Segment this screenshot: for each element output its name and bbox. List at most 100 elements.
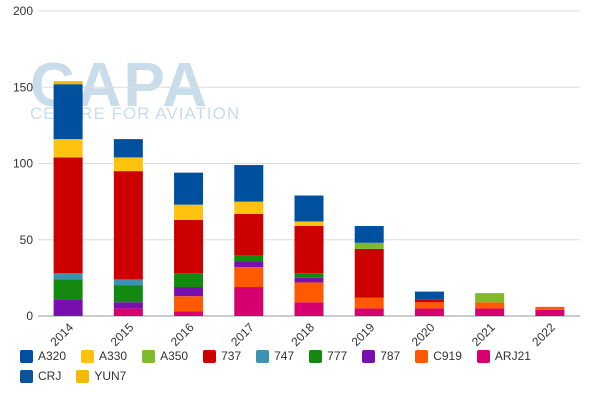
bar-segment	[234, 287, 264, 316]
legend-item[interactable]: A350	[142, 346, 188, 366]
bar-segment	[174, 311, 204, 316]
legend-label: 777	[327, 349, 348, 363]
bar-segment	[53, 299, 83, 316]
bar-segment	[234, 255, 264, 262]
bar-segment	[174, 287, 204, 297]
x-tick-label: 2019	[349, 320, 378, 349]
bar-segment	[113, 285, 143, 303]
legend-item[interactable]: YUN7	[76, 366, 126, 386]
legend-item[interactable]: ARJ21	[476, 346, 531, 366]
bar-segment	[354, 308, 384, 316]
legend-swatch	[20, 369, 33, 383]
bar-segment	[113, 279, 143, 286]
legend-swatch	[81, 349, 95, 363]
bar-segment	[294, 282, 324, 303]
bar-segment	[354, 297, 384, 309]
x-tick-label: 2022	[529, 320, 558, 349]
bar-segment	[294, 226, 324, 274]
x-tick-label: 2016	[168, 320, 197, 349]
bar-segment	[294, 302, 324, 316]
legend-item[interactable]: 747	[256, 346, 294, 366]
x-tick-label: 2017	[228, 320, 257, 349]
y-tick-label: 200	[13, 4, 33, 18]
legend-swatch	[256, 349, 270, 363]
legend-swatch	[203, 349, 217, 363]
legend-item[interactable]: C919	[415, 346, 462, 366]
bar-segment	[234, 267, 264, 288]
legend-label: A350	[160, 349, 189, 363]
legend-label: 737	[221, 349, 242, 363]
legend-label: C919	[433, 349, 462, 363]
bar-segment	[414, 308, 444, 316]
y-tick-label: 0	[26, 309, 33, 323]
legend-label: A320	[38, 349, 67, 363]
legend-item[interactable]: A320	[20, 346, 66, 366]
bar-segment	[174, 204, 204, 220]
legend-label: ARJ21	[494, 349, 531, 363]
x-tick-label: 2015	[108, 320, 137, 349]
legend-item[interactable]: 737	[203, 346, 241, 366]
x-tick-label: 2021	[469, 320, 498, 349]
legend-item[interactable]: 787	[362, 346, 400, 366]
bar-segment	[414, 299, 444, 303]
bar-segment	[174, 273, 204, 288]
bar-segment	[234, 201, 264, 214]
legend-label: 787	[380, 349, 401, 363]
bar-segment	[113, 302, 143, 309]
legend-label: YUN7	[94, 369, 127, 383]
bar-segment	[535, 309, 565, 316]
legend-item[interactable]: 777	[309, 346, 347, 366]
bar-segment	[113, 308, 143, 316]
legend-label: A330	[99, 349, 128, 363]
bars	[53, 81, 565, 316]
bar-segment	[174, 296, 204, 312]
bar-segment	[234, 261, 264, 268]
bar-segment	[354, 248, 384, 298]
legend-swatch	[142, 349, 156, 363]
legend-swatch	[476, 349, 490, 363]
bar-segment	[354, 242, 384, 249]
x-tick-label: 2014	[47, 320, 76, 349]
y-tick-label: 50	[20, 233, 34, 247]
legend-swatch	[76, 369, 90, 383]
bar-segment	[294, 273, 324, 278]
y-tick-label: 150	[13, 80, 33, 94]
bar-segment	[53, 139, 83, 158]
bar-segment	[113, 139, 143, 158]
legend-label: CRJ	[38, 369, 62, 383]
bar-segment	[53, 279, 83, 300]
bar-segment	[294, 195, 324, 222]
x-tick-label: 2020	[409, 320, 438, 349]
legend: A320 A330 A350 737 747 777 787 C919 ARJ21 CRJ YUN7	[20, 346, 595, 386]
legend-swatch	[362, 349, 376, 363]
bar-segment	[53, 273, 83, 280]
bar-segment	[53, 81, 83, 85]
legend-swatch	[309, 349, 323, 363]
bar-segment	[475, 308, 505, 316]
legend-swatch	[415, 349, 429, 363]
y-axis: 0 50 100 150 200	[13, 4, 33, 323]
y-tick-label: 100	[13, 157, 33, 171]
bar-segment	[414, 302, 444, 309]
bar-segment	[113, 171, 143, 280]
x-axis: 2014 2015 2016 2017 2018 2019 2020 2021 2022	[47, 320, 558, 349]
bar-segment	[294, 277, 324, 283]
bar-segment	[414, 291, 444, 300]
bar-segment	[535, 306, 565, 310]
legend-item[interactable]: A330	[81, 346, 127, 366]
legend-swatch	[20, 349, 33, 363]
bar-segment	[53, 157, 83, 274]
bar-segment	[475, 302, 505, 309]
bar-segment	[354, 226, 384, 243]
bar-segment	[234, 165, 264, 202]
bar-segment	[475, 293, 505, 303]
bar-segment	[234, 213, 264, 255]
bar-segment	[113, 157, 143, 172]
bar-segment	[174, 219, 204, 274]
bar-segment	[174, 172, 204, 205]
bar-segment	[53, 84, 83, 140]
x-tick-label: 2018	[288, 320, 317, 349]
legend-item[interactable]: CRJ	[20, 366, 61, 386]
legend-label: 747	[274, 349, 295, 363]
